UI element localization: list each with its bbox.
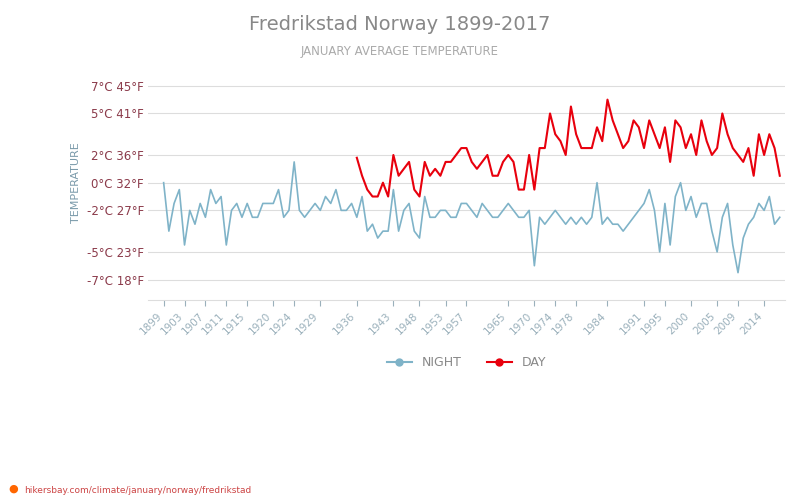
- Y-axis label: TEMPERATURE: TEMPERATURE: [71, 142, 81, 223]
- Text: ●: ●: [8, 484, 18, 494]
- Text: JANUARY AVERAGE TEMPERATURE: JANUARY AVERAGE TEMPERATURE: [301, 45, 499, 58]
- Text: Fredrikstad Norway 1899-2017: Fredrikstad Norway 1899-2017: [250, 15, 550, 34]
- Legend: NIGHT, DAY: NIGHT, DAY: [382, 351, 551, 374]
- Text: hikersbay.com/climate/january/norway/fredrikstad: hikersbay.com/climate/january/norway/fre…: [24, 486, 251, 495]
